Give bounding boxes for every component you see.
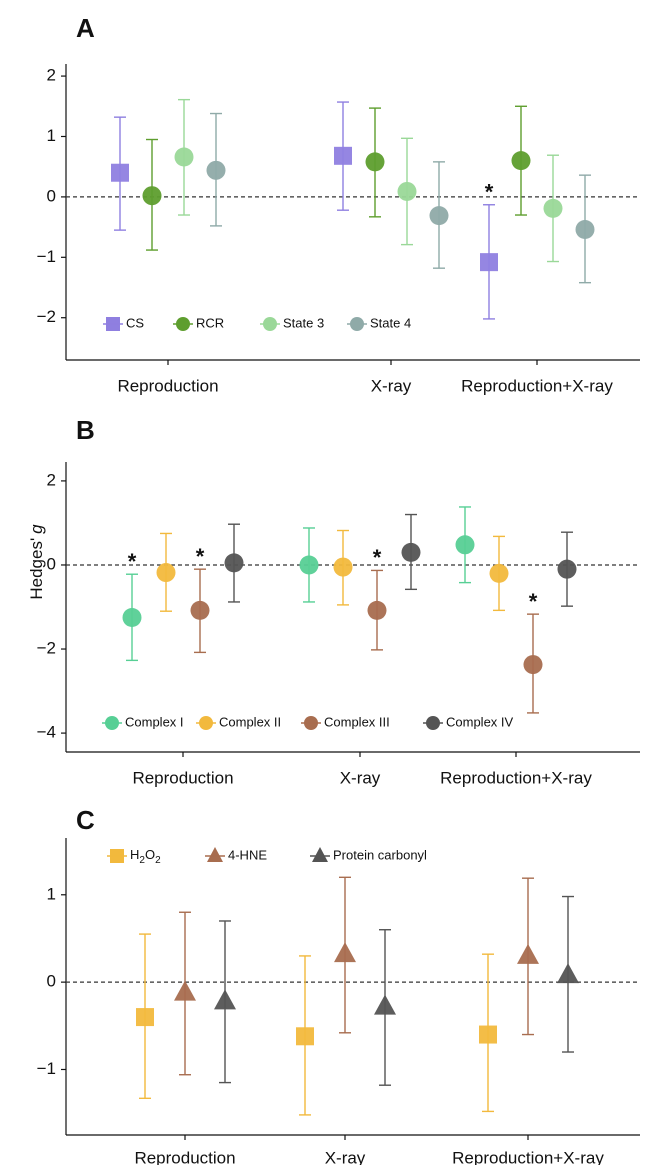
y-tick-label: −2 bbox=[37, 307, 56, 326]
legend-marker-triangle bbox=[207, 847, 223, 862]
data-point-triangle bbox=[174, 980, 196, 1001]
data-point-circle bbox=[156, 563, 176, 583]
legend-label: Complex IV bbox=[446, 714, 514, 729]
category-label: Reproduction+X-ray bbox=[461, 376, 613, 395]
data-point-circle bbox=[299, 555, 319, 575]
data-point-circle bbox=[429, 206, 449, 226]
y-tick-label: 0 bbox=[47, 554, 56, 573]
y-tick-label: −2 bbox=[37, 639, 56, 658]
data-point-square bbox=[111, 163, 129, 182]
significance-star: * bbox=[196, 544, 205, 569]
panel-a: A 2 1 0 −1 −2 Reproduction X-ray Reproduction+X-… bbox=[37, 13, 640, 395]
y-axis-label-italic: g bbox=[27, 524, 46, 534]
y-tick-label: −4 bbox=[37, 723, 56, 742]
data-point-triangle bbox=[214, 989, 236, 1010]
category-label: Reproduction+X-ray bbox=[452, 1148, 604, 1165]
panel-c: C 1 0 −1 Reproduction X-ray Reproduction+X-ray… bbox=[37, 805, 640, 1165]
y-tick-label: 2 bbox=[47, 66, 56, 85]
data-point-circle bbox=[206, 160, 226, 180]
category-label: X-ray bbox=[371, 376, 412, 395]
data-point-circle bbox=[367, 600, 387, 620]
legend-label: State 4 bbox=[370, 315, 411, 330]
data-point-triangle bbox=[334, 942, 356, 963]
data-point-circle bbox=[511, 151, 531, 171]
data-point-circle bbox=[365, 152, 385, 172]
y-tick-label: 2 bbox=[47, 470, 56, 489]
legend-label: State 3 bbox=[283, 315, 324, 330]
data-point-square bbox=[334, 146, 352, 165]
y-tick-label: 0 bbox=[47, 186, 56, 205]
legend-label: CS bbox=[126, 315, 144, 330]
data-point-triangle bbox=[517, 943, 539, 964]
legend-label: Complex I bbox=[125, 714, 184, 729]
legend-label: Complex II bbox=[219, 714, 281, 729]
panel-letter: A bbox=[76, 13, 95, 43]
significance-star: * bbox=[485, 180, 494, 205]
data-point-circle bbox=[523, 655, 543, 675]
panel-b: B 2 0 −2 −4 Reproduction X-ray Reproduction+X-r… bbox=[37, 415, 640, 787]
y-tick-label: −1 bbox=[37, 247, 56, 266]
data-point-circle bbox=[174, 147, 194, 167]
data-point-square bbox=[480, 253, 498, 272]
data-point-circle bbox=[489, 563, 509, 583]
data-point-triangle bbox=[374, 994, 396, 1015]
category-label: X-ray bbox=[340, 768, 381, 787]
significance-star: * bbox=[529, 589, 538, 614]
category-label: Reproduction bbox=[132, 768, 233, 787]
category-label: X-ray bbox=[325, 1148, 366, 1165]
data-point-circle bbox=[557, 559, 577, 579]
data-point-circle bbox=[122, 608, 142, 628]
y-tick-label: 1 bbox=[47, 884, 56, 903]
legend-label: Protein carbonyl bbox=[333, 847, 427, 862]
data-point-circle bbox=[190, 600, 210, 620]
data-point-circle bbox=[142, 186, 162, 206]
significance-star: * bbox=[373, 545, 382, 570]
legend-label: RCR bbox=[196, 315, 224, 330]
panel-letter: B bbox=[76, 415, 95, 445]
data-point-circle bbox=[397, 181, 417, 201]
y-tick-label: 1 bbox=[47, 126, 56, 145]
category-label: Reproduction bbox=[117, 376, 218, 395]
legend-label: 4-HNE bbox=[228, 847, 267, 862]
data-point-triangle bbox=[557, 963, 579, 984]
data-point-square bbox=[479, 1025, 497, 1044]
legend-marker-triangle bbox=[312, 847, 328, 862]
data-point-square bbox=[136, 1008, 154, 1027]
data-point-circle bbox=[455, 535, 475, 555]
y-axis-label: Hedges' g bbox=[27, 524, 46, 600]
y-tick-label: 0 bbox=[47, 972, 56, 991]
data-point-circle bbox=[401, 542, 421, 562]
category-label: Reproduction+X-ray bbox=[440, 768, 592, 787]
y-tick-label: −1 bbox=[37, 1059, 56, 1078]
data-point-circle bbox=[333, 557, 353, 577]
category-label: Reproduction bbox=[134, 1148, 235, 1165]
significance-star: * bbox=[128, 549, 137, 574]
legend-label: H2O2 bbox=[130, 847, 161, 865]
data-point-circle bbox=[575, 220, 595, 240]
legend-label: Complex III bbox=[324, 714, 390, 729]
data-point-square bbox=[296, 1027, 314, 1046]
data-point-circle bbox=[543, 198, 563, 218]
y-axis-label-text: Hedges' bbox=[27, 538, 46, 600]
data-point-circle bbox=[224, 553, 244, 573]
panel-letter: C bbox=[76, 805, 95, 835]
